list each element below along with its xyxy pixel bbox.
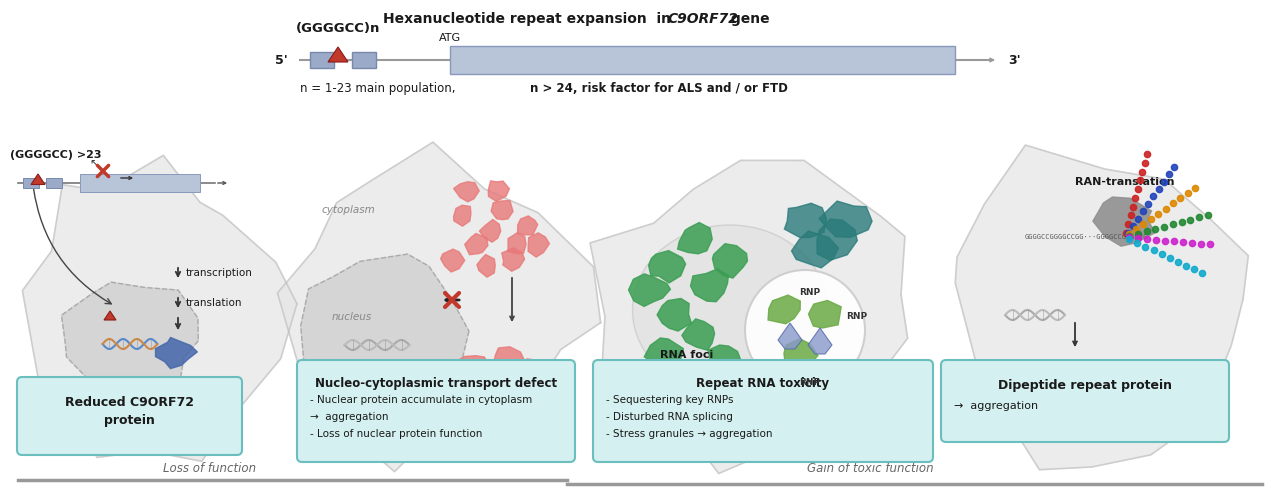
Polygon shape [278, 142, 600, 471]
Polygon shape [682, 319, 714, 350]
Polygon shape [955, 145, 1248, 470]
Polygon shape [502, 370, 532, 399]
Text: →  aggregation: → aggregation [310, 412, 389, 422]
Polygon shape [508, 233, 526, 254]
Text: nucleus: nucleus [332, 312, 372, 322]
Polygon shape [104, 311, 116, 320]
Text: ATG: ATG [439, 33, 461, 43]
Polygon shape [502, 248, 525, 271]
Polygon shape [677, 222, 712, 254]
Polygon shape [817, 219, 858, 261]
Polygon shape [649, 250, 686, 283]
FancyBboxPatch shape [593, 360, 933, 462]
Bar [23, 178, 38, 188]
Polygon shape [529, 233, 549, 257]
Polygon shape [465, 233, 488, 255]
Polygon shape [672, 361, 710, 393]
Text: transcription: transcription [186, 268, 253, 278]
Polygon shape [1097, 361, 1134, 387]
FancyBboxPatch shape [17, 377, 242, 455]
Polygon shape [520, 359, 545, 383]
Text: RNP: RNP [800, 288, 820, 297]
Text: RNA foci: RNA foci [660, 350, 713, 360]
Polygon shape [768, 295, 800, 324]
Polygon shape [809, 301, 841, 328]
Text: protein: protein [104, 414, 155, 427]
Polygon shape [783, 339, 818, 372]
Polygon shape [457, 356, 489, 374]
Text: Gain of toxic function: Gain of toxic function [806, 462, 933, 475]
Text: Reduced C9ORF72: Reduced C9ORF72 [65, 396, 195, 409]
Polygon shape [708, 345, 740, 377]
Bar [46, 178, 61, 188]
Polygon shape [808, 328, 832, 354]
Polygon shape [480, 219, 500, 242]
Text: RNP: RNP [800, 378, 820, 387]
Ellipse shape [632, 225, 827, 395]
FancyBboxPatch shape [941, 360, 1229, 442]
Text: ↖: ↖ [90, 160, 99, 170]
Polygon shape [644, 338, 684, 368]
Text: Loss of function: Loss of function [164, 462, 256, 475]
Polygon shape [1024, 365, 1060, 396]
Polygon shape [477, 255, 495, 277]
Polygon shape [785, 203, 827, 237]
Polygon shape [453, 205, 471, 226]
Text: RNP: RNP [846, 312, 868, 321]
Bar [451, 46, 955, 74]
Polygon shape [471, 373, 503, 395]
Polygon shape [23, 155, 297, 461]
Text: translation: translation [186, 298, 242, 308]
FancyBboxPatch shape [297, 360, 575, 462]
Text: n > 24, risk factor for ALS and / or FTD: n > 24, risk factor for ALS and / or FTD [530, 82, 788, 95]
Text: RAN-translation: RAN-translation [1075, 177, 1175, 187]
Bar [352, 52, 376, 68]
Polygon shape [713, 243, 748, 278]
Text: Nucleo-cytoplasmic transport defect: Nucleo-cytoplasmic transport defect [315, 377, 557, 390]
Polygon shape [31, 174, 45, 184]
Text: Repeat RNA toxicity: Repeat RNA toxicity [696, 377, 829, 390]
Text: 5': 5' [275, 54, 288, 67]
Ellipse shape [745, 270, 865, 390]
Text: GGGGCCGGGGCCGG···GGGGCCGGGGCC: GGGGCCGGGGCCGG···GGGGCCGGGGCC [1025, 234, 1148, 240]
Polygon shape [778, 323, 803, 349]
Polygon shape [517, 216, 538, 235]
Polygon shape [1128, 370, 1161, 396]
Polygon shape [791, 231, 838, 268]
Text: - Sequestering key RNPs: - Sequestering key RNPs [605, 395, 733, 405]
Polygon shape [819, 201, 872, 237]
Polygon shape [1059, 372, 1093, 400]
Text: - Stress granules → aggregation: - Stress granules → aggregation [605, 429, 773, 439]
Polygon shape [590, 160, 908, 473]
Text: - Nuclear protein accumulate in cytoplasm: - Nuclear protein accumulate in cytoplas… [310, 395, 532, 405]
Text: Dipeptide repeat protein: Dipeptide repeat protein [998, 379, 1172, 392]
Polygon shape [453, 182, 479, 202]
Polygon shape [691, 269, 728, 302]
Text: - Disturbed RNA splicing: - Disturbed RNA splicing [605, 412, 733, 422]
Polygon shape [155, 338, 197, 369]
Text: Hexanucleotide repeat expansion  in: Hexanucleotide repeat expansion in [383, 12, 676, 26]
Polygon shape [488, 181, 509, 201]
Polygon shape [494, 347, 525, 374]
Polygon shape [61, 282, 198, 391]
Text: C9ORF72: C9ORF72 [668, 12, 739, 26]
Polygon shape [440, 249, 465, 272]
Bar [310, 52, 334, 68]
Text: (GGGGCC) >23: (GGGGCC) >23 [10, 150, 101, 160]
Text: cytoplasm: cytoplasm [323, 205, 376, 215]
Bar [79, 174, 200, 192]
Text: gene: gene [726, 12, 769, 26]
Polygon shape [301, 254, 468, 393]
Text: 3': 3' [1009, 54, 1020, 67]
Polygon shape [492, 200, 513, 219]
Text: - Loss of nuclear protein function: - Loss of nuclear protein function [310, 429, 483, 439]
Polygon shape [1093, 197, 1155, 246]
Polygon shape [657, 299, 691, 331]
Polygon shape [628, 274, 671, 307]
Text: n = 1-23 main population,: n = 1-23 main population, [300, 82, 460, 95]
Text: (GGGGCC)n: (GGGGCC)n [296, 22, 380, 35]
Text: →  aggregation: → aggregation [954, 401, 1038, 411]
Polygon shape [328, 47, 348, 62]
